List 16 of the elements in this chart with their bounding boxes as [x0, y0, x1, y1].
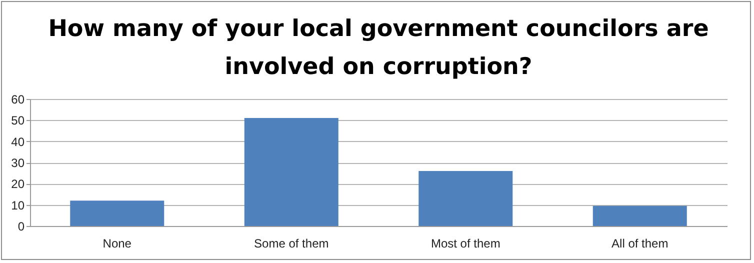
y-tick-label: 40: [11, 134, 25, 149]
bar: [244, 118, 338, 226]
x-tick-label: None: [102, 236, 132, 250]
bar: [418, 170, 513, 226]
x-tick-label: Most of them: [430, 236, 500, 250]
y-tick-label: 0: [18, 220, 25, 234]
y-tick-label: 60: [11, 92, 25, 106]
y-tick-label: 50: [11, 114, 25, 128]
bar: [70, 200, 164, 226]
x-tick-label: All of them: [612, 236, 668, 250]
y-tick-label: 10: [11, 198, 25, 212]
chart-title: How many of your local government councilors are involved on corruption?: [48, 16, 709, 80]
y-tick-label: 30: [11, 156, 25, 170]
bar: [592, 206, 687, 226]
x-tick-label: Some of them: [254, 236, 329, 250]
y-tick-label: 20: [11, 177, 25, 192]
